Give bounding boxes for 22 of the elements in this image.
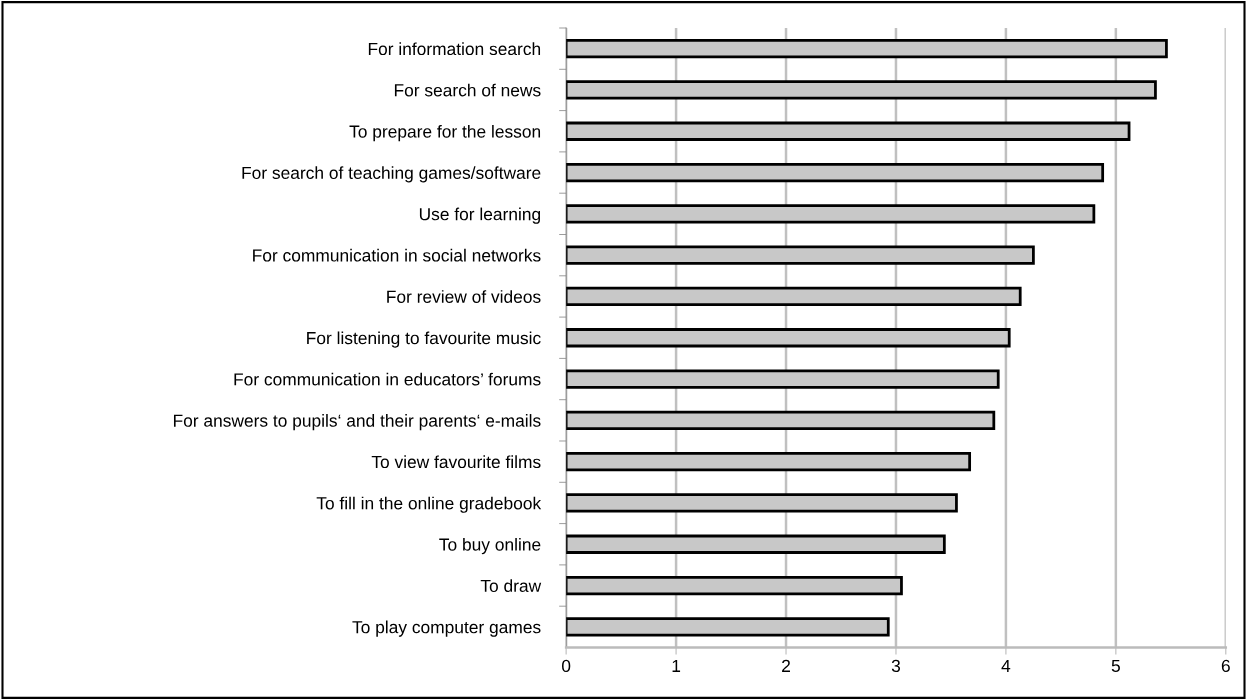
y-tick-label: Use for learning — [419, 207, 541, 224]
x-tick-label: 4 — [1001, 659, 1011, 672]
x-tick-label: 2 — [782, 659, 790, 672]
y-tick-label: To view favourite films — [371, 455, 541, 469]
y-tick-label: For communication in social networks — [253, 248, 541, 262]
y-tick-label: For answers to pupils‘ and their parents‘ e-mails — [173, 414, 541, 431]
y-tick-label: To draw — [480, 579, 542, 593]
y-tick-label: For search of news — [394, 83, 541, 97]
x-tick-label: 1 — [672, 659, 681, 672]
y-tick-label: To prepare for the lesson — [349, 124, 541, 142]
y-tick-label: To play computer games — [352, 620, 541, 637]
y-tick-label: For listening to favourite music — [307, 331, 541, 348]
x-tick-label: 5 — [1111, 659, 1120, 673]
y-tick-label: For communication in educators’ forums — [234, 372, 541, 386]
x-tick-label: 6 — [1221, 659, 1230, 673]
y-tick-label: For search of teaching games/software — [242, 166, 541, 183]
x-tick-label: 0 — [561, 659, 571, 673]
y-tick-label: For review of videos — [387, 290, 541, 303]
y-tick-label: For information search — [368, 42, 541, 56]
y-tick-label: To fill in the online gradebook — [316, 496, 542, 513]
y-tick-label: To buy online — [439, 537, 541, 555]
x-tick-label: 3 — [891, 659, 901, 673]
